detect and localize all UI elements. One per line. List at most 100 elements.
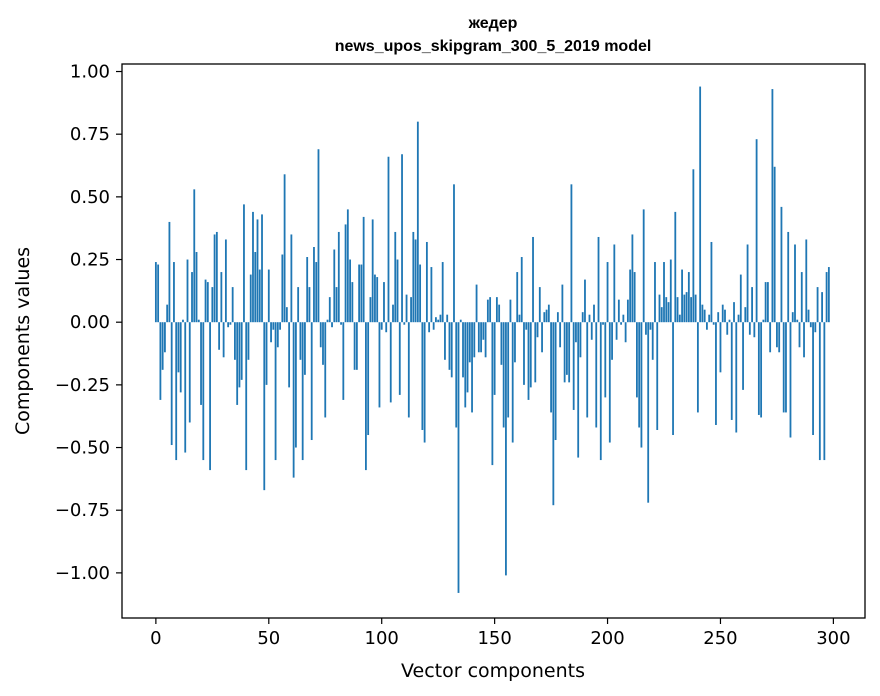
bar — [405, 294, 408, 323]
bar — [227, 322, 230, 328]
bar — [218, 322, 221, 350]
bar — [626, 299, 629, 323]
bar — [369, 297, 372, 323]
bar — [516, 272, 519, 323]
bar — [276, 322, 279, 348]
bar — [556, 312, 559, 323]
bar — [468, 322, 471, 363]
bar — [471, 322, 473, 413]
bar — [764, 282, 767, 323]
y-tick-label: 1.00 — [70, 62, 110, 83]
bar — [173, 262, 175, 323]
bar — [527, 322, 530, 400]
bar — [525, 322, 528, 330]
bar — [380, 322, 383, 330]
bar — [392, 304, 394, 323]
bar — [170, 322, 173, 446]
bar — [730, 322, 733, 420]
bar — [631, 234, 634, 323]
bar — [685, 292, 688, 323]
bar — [518, 314, 521, 323]
bar — [608, 322, 611, 443]
bar — [785, 322, 787, 413]
bar — [231, 287, 234, 323]
bar — [599, 322, 602, 461]
bar — [696, 322, 699, 413]
bar — [746, 244, 749, 323]
bar — [466, 322, 469, 393]
bar — [441, 262, 444, 323]
bar — [428, 322, 431, 333]
bar — [410, 297, 412, 323]
bar — [365, 322, 367, 471]
bar — [444, 322, 446, 360]
bar — [249, 274, 252, 323]
bar — [179, 322, 182, 393]
bar — [308, 287, 311, 323]
bar — [252, 211, 254, 323]
bar — [541, 322, 543, 353]
bar — [206, 282, 209, 323]
bar — [394, 231, 397, 323]
bar — [213, 234, 216, 323]
bar — [588, 314, 591, 323]
bar — [721, 304, 724, 323]
bar — [324, 322, 327, 418]
bar — [726, 322, 729, 335]
bar — [362, 216, 365, 323]
bar — [290, 234, 293, 323]
x-tick-label: 250 — [703, 628, 737, 649]
bar — [326, 319, 329, 323]
bar — [292, 322, 295, 478]
bar — [827, 267, 830, 323]
bar — [398, 322, 401, 395]
bar — [665, 297, 668, 323]
bar — [755, 139, 758, 323]
bar — [477, 322, 480, 353]
bar — [737, 314, 740, 323]
bar — [358, 264, 361, 323]
bar — [638, 322, 641, 428]
bar — [204, 279, 207, 323]
bar — [319, 322, 322, 348]
y-tick-label: 0.50 — [70, 187, 110, 208]
bar — [816, 287, 819, 323]
bar — [220, 272, 223, 323]
bar — [482, 322, 485, 340]
bar — [416, 121, 419, 323]
bar — [495, 297, 498, 323]
bar — [502, 322, 505, 428]
bar — [656, 322, 659, 430]
x-tick-label: 150 — [477, 628, 511, 649]
bar — [654, 262, 656, 323]
bar — [706, 322, 708, 330]
bar — [157, 264, 160, 323]
bar — [552, 322, 555, 506]
bar — [254, 252, 257, 323]
bar — [547, 304, 550, 323]
bar — [473, 322, 476, 358]
bar — [701, 304, 704, 323]
bar — [243, 204, 245, 323]
bar — [651, 322, 654, 360]
y-axis-label: Components values — [12, 247, 34, 435]
bar — [376, 277, 379, 323]
bar — [351, 282, 354, 323]
bar — [586, 322, 589, 418]
bar — [640, 322, 643, 448]
bar — [514, 322, 516, 363]
bar — [577, 322, 580, 458]
y-tick-label: −1.00 — [55, 563, 110, 584]
bar — [304, 322, 306, 375]
bar — [687, 272, 690, 323]
bar — [371, 219, 374, 323]
bar-series — [154, 86, 830, 593]
bar — [446, 314, 449, 323]
bar — [346, 209, 349, 323]
bar — [645, 322, 647, 335]
bar — [498, 304, 501, 323]
bar — [766, 282, 769, 323]
bar — [554, 322, 557, 441]
bar — [333, 249, 336, 323]
bar — [593, 304, 595, 323]
